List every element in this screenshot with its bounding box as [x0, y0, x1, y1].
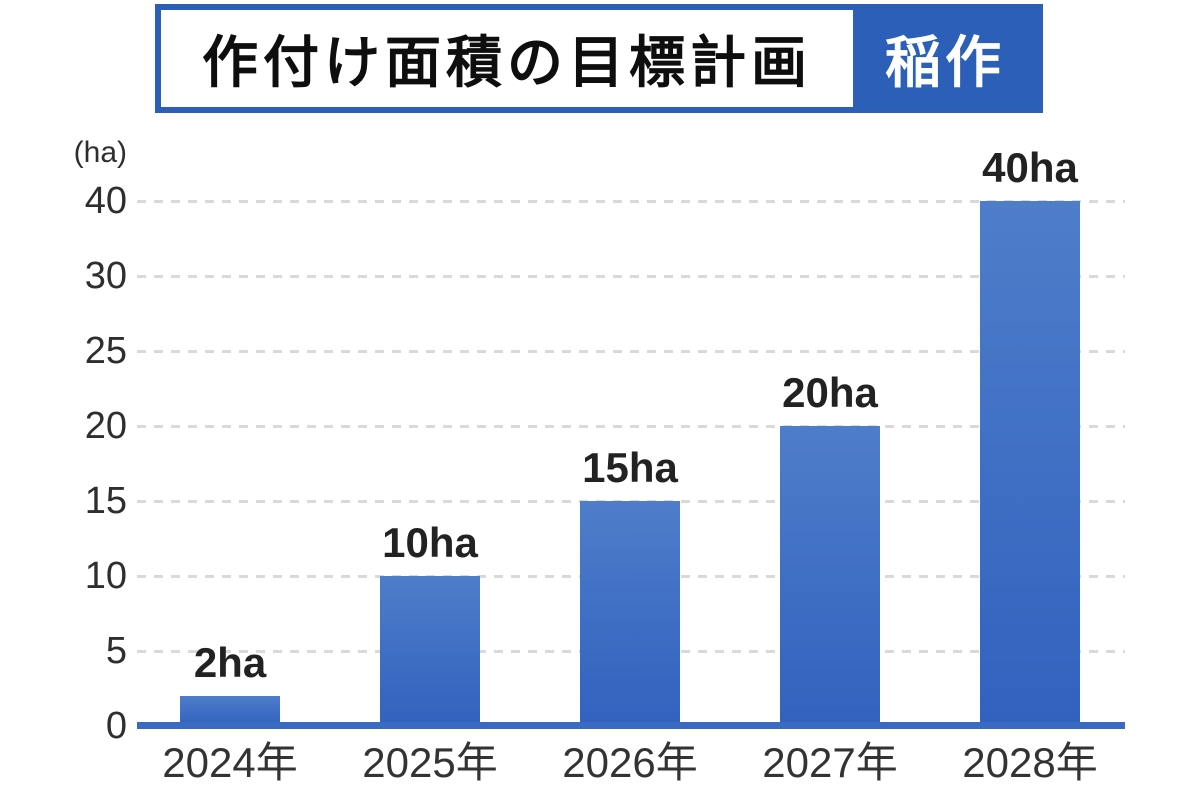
- y-tick-label-10: 10: [84, 555, 127, 597]
- bar-value-label-40ha: 40ha: [982, 144, 1078, 191]
- category-badge: 稲作: [853, 10, 1037, 107]
- bar-value-label-15ha: 15ha: [582, 444, 678, 491]
- y-tick-label-15: 15: [84, 480, 127, 522]
- bar-2025年: [380, 576, 480, 726]
- y-tick-label-20: 20: [84, 405, 127, 447]
- x-tick-label-2027年: 2027年: [762, 739, 898, 786]
- x-tick-label-2025年: 2025年: [362, 739, 498, 786]
- bar-value-label-10ha: 10ha: [382, 519, 478, 566]
- bar-2027年: [780, 426, 880, 726]
- y-tick-label-5: 5: [105, 630, 127, 672]
- chart-title: 作付け面積の目標計画: [202, 31, 812, 94]
- gridline-40: [137, 200, 1125, 203]
- y-axis-unit-label: (ha): [73, 136, 127, 169]
- x-tick-label-2026年: 2026年: [562, 739, 698, 786]
- gridline-25: [137, 350, 1125, 353]
- bar-value-label-2ha: 2ha: [193, 639, 267, 686]
- title-box: 作付け面積の目標計画: [161, 10, 853, 107]
- bar-value-label-20ha: 20ha: [782, 369, 878, 416]
- y-tick-label-30: 30: [84, 255, 127, 297]
- x-tick-label-2024年: 2024年: [162, 739, 298, 786]
- title-banner: 作付け面積の目標計画 稲作: [155, 4, 1043, 113]
- y-tick-label-25: 25: [84, 330, 127, 372]
- bar-2026年: [580, 501, 680, 726]
- gridline-20: [137, 425, 1125, 428]
- y-tick-label-0: 0: [105, 705, 127, 747]
- y-tick-label-40: 40: [84, 180, 127, 222]
- category-badge-label: 稲作: [885, 31, 1005, 94]
- gridline-30: [137, 275, 1125, 278]
- bar-2024年: [180, 696, 280, 726]
- x-axis-line: [137, 722, 1125, 729]
- bar-2028年: [980, 201, 1080, 726]
- x-tick-label-2028年: 2028年: [962, 739, 1098, 786]
